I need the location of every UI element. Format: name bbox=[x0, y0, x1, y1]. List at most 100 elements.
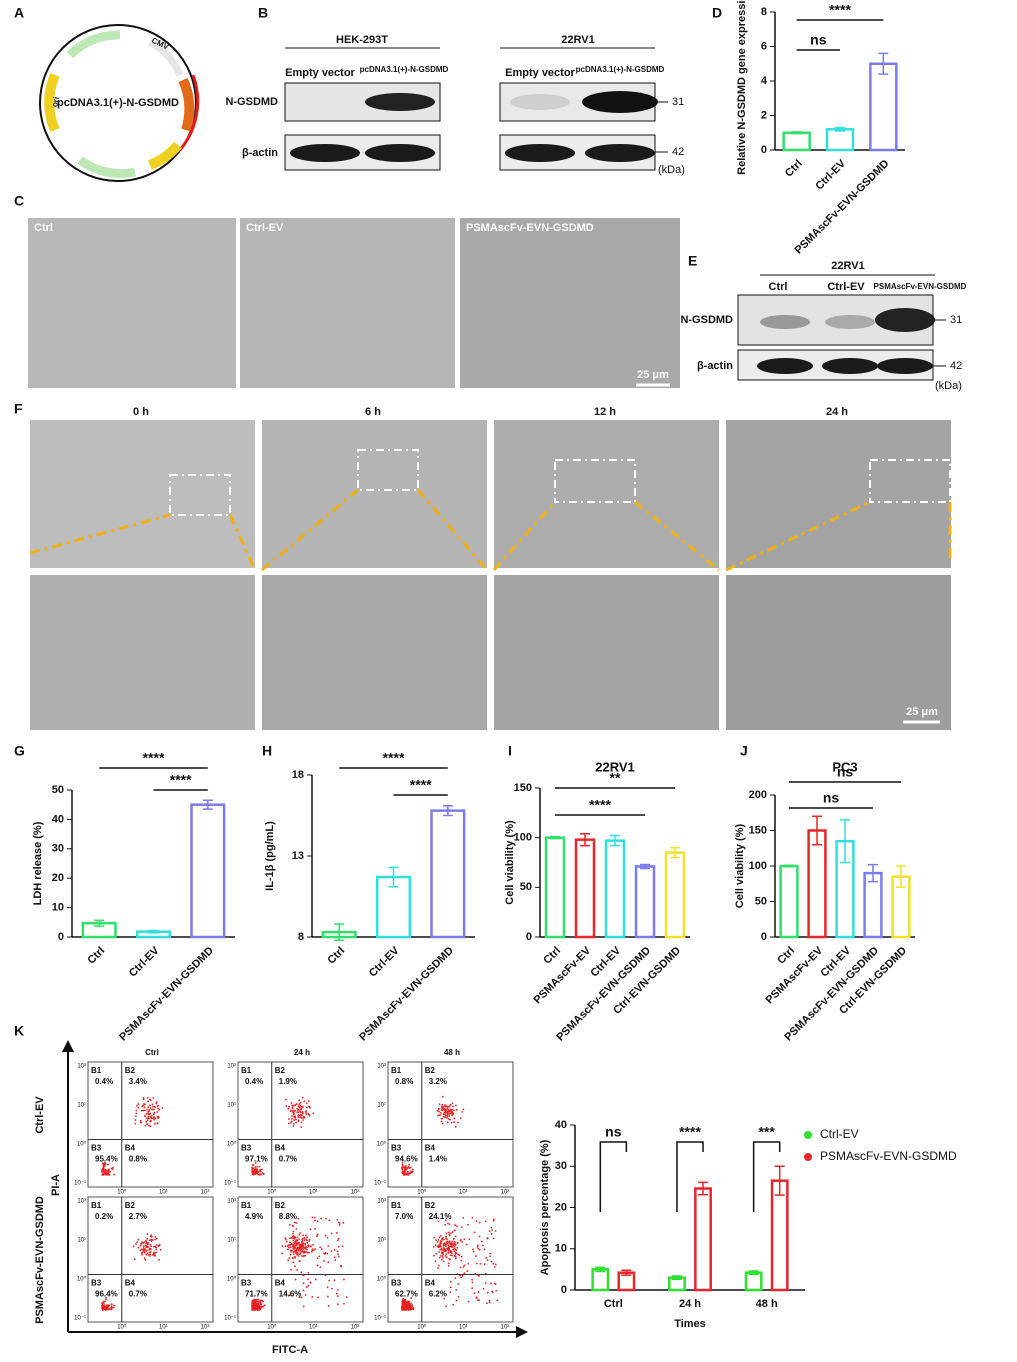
event-dot bbox=[281, 1245, 284, 1248]
event-dot bbox=[441, 1095, 444, 1098]
event-dot bbox=[259, 1170, 262, 1173]
event-dot bbox=[145, 1240, 147, 1242]
error-bar bbox=[878, 52, 889, 75]
event-dot bbox=[401, 1164, 404, 1167]
event-dot bbox=[251, 1168, 254, 1171]
event-dot bbox=[312, 1112, 315, 1115]
quadrant-percentage: 0.8% bbox=[395, 1077, 413, 1086]
flow-tick-label: 10³ bbox=[351, 1190, 360, 1196]
event-dot bbox=[326, 1237, 329, 1239]
event-dot bbox=[113, 1173, 115, 1176]
significance-label: ns bbox=[810, 32, 827, 48]
quadrant-name: B1 bbox=[391, 1201, 402, 1210]
event-dot bbox=[253, 1169, 256, 1172]
flow-tick-label: 10⁻¹ bbox=[224, 1181, 236, 1187]
event-dot bbox=[307, 1271, 310, 1274]
event-dot bbox=[142, 1245, 145, 1248]
event-dot bbox=[336, 1218, 339, 1221]
event-dot bbox=[262, 1300, 265, 1303]
panel-letter: H bbox=[262, 743, 272, 759]
event-dot bbox=[471, 1216, 474, 1219]
panel-letter: E bbox=[688, 253, 697, 269]
x-tick-label: Ctrl-EV bbox=[813, 157, 848, 192]
event-dot bbox=[442, 1106, 444, 1108]
event-dot bbox=[343, 1302, 345, 1305]
event-dot bbox=[135, 1109, 138, 1112]
event-dot bbox=[407, 1173, 409, 1176]
event-dot bbox=[294, 1116, 296, 1119]
event-dot bbox=[142, 1250, 145, 1252]
event-dot bbox=[402, 1174, 405, 1176]
event-dot bbox=[101, 1301, 104, 1304]
event-dot bbox=[337, 1303, 339, 1305]
error-bar bbox=[550, 835, 560, 840]
event-dot bbox=[148, 1115, 150, 1118]
event-dot bbox=[437, 1264, 440, 1267]
event-dot bbox=[302, 1119, 304, 1121]
event-dot bbox=[261, 1168, 263, 1171]
event-dot bbox=[304, 1242, 306, 1245]
y-tick-label: 150 bbox=[514, 782, 532, 794]
event-dot bbox=[254, 1162, 257, 1164]
event-dot bbox=[150, 1245, 153, 1248]
event-dot bbox=[316, 1233, 319, 1236]
error-bar bbox=[580, 832, 590, 847]
lane-label: Empty vector bbox=[285, 67, 355, 79]
event-dot bbox=[258, 1165, 261, 1168]
event-dot bbox=[472, 1250, 475, 1253]
bar bbox=[634, 865, 656, 939]
event-dot bbox=[144, 1115, 147, 1118]
event-dot bbox=[482, 1244, 484, 1247]
event-dot bbox=[318, 1255, 321, 1258]
event-dot bbox=[104, 1308, 107, 1311]
event-dot bbox=[291, 1235, 294, 1238]
quadrant-name: B3 bbox=[391, 1144, 402, 1153]
significance-label: ns bbox=[837, 764, 854, 780]
event-dot bbox=[103, 1163, 106, 1165]
flow-tick-label: 10¹ bbox=[227, 1103, 236, 1109]
event-dot bbox=[285, 1238, 287, 1241]
event-dot bbox=[444, 1242, 446, 1245]
event-dot bbox=[254, 1173, 257, 1176]
quadrant-percentage: 62.7% bbox=[395, 1290, 418, 1299]
event-dot bbox=[298, 1106, 301, 1109]
event-dot bbox=[262, 1305, 265, 1308]
bar bbox=[591, 1268, 610, 1292]
event-dot bbox=[254, 1300, 256, 1303]
y-tick-label: 50 bbox=[755, 895, 767, 907]
event-dot bbox=[143, 1106, 146, 1109]
y-tick-label: 8 bbox=[761, 6, 767, 18]
event-dot bbox=[440, 1120, 443, 1123]
event-dot bbox=[447, 1265, 450, 1267]
event-dot bbox=[475, 1255, 477, 1257]
legend-marker bbox=[804, 1153, 812, 1161]
event-dot bbox=[146, 1117, 149, 1120]
event-dot bbox=[451, 1240, 454, 1243]
event-dot bbox=[294, 1265, 296, 1268]
event-dot bbox=[136, 1241, 139, 1244]
event-dot bbox=[449, 1249, 452, 1252]
event-dot bbox=[452, 1238, 455, 1240]
event-dot bbox=[305, 1102, 308, 1105]
event-dot bbox=[449, 1112, 451, 1115]
event-dot bbox=[452, 1303, 455, 1306]
quadrant-name: B4 bbox=[425, 1144, 436, 1153]
flow-tick-label: 10⁰ bbox=[227, 1276, 237, 1283]
event-dot bbox=[310, 1251, 313, 1253]
flow-tick-label: 10⁰ bbox=[377, 1141, 387, 1148]
event-dot bbox=[326, 1286, 329, 1289]
bar bbox=[807, 829, 827, 939]
event-dot bbox=[146, 1243, 149, 1246]
event-dot bbox=[451, 1102, 454, 1105]
event-dot bbox=[101, 1174, 104, 1176]
event-dot bbox=[405, 1169, 407, 1171]
event-dot bbox=[440, 1254, 442, 1257]
event-dot bbox=[292, 1124, 295, 1127]
y-tick-label: 40 bbox=[555, 1119, 567, 1131]
event-dot bbox=[140, 1109, 143, 1112]
event-dot bbox=[327, 1305, 330, 1307]
event-dot bbox=[151, 1108, 154, 1111]
event-dot bbox=[105, 1297, 107, 1299]
event-dot bbox=[292, 1232, 294, 1235]
event-dot bbox=[253, 1298, 256, 1301]
